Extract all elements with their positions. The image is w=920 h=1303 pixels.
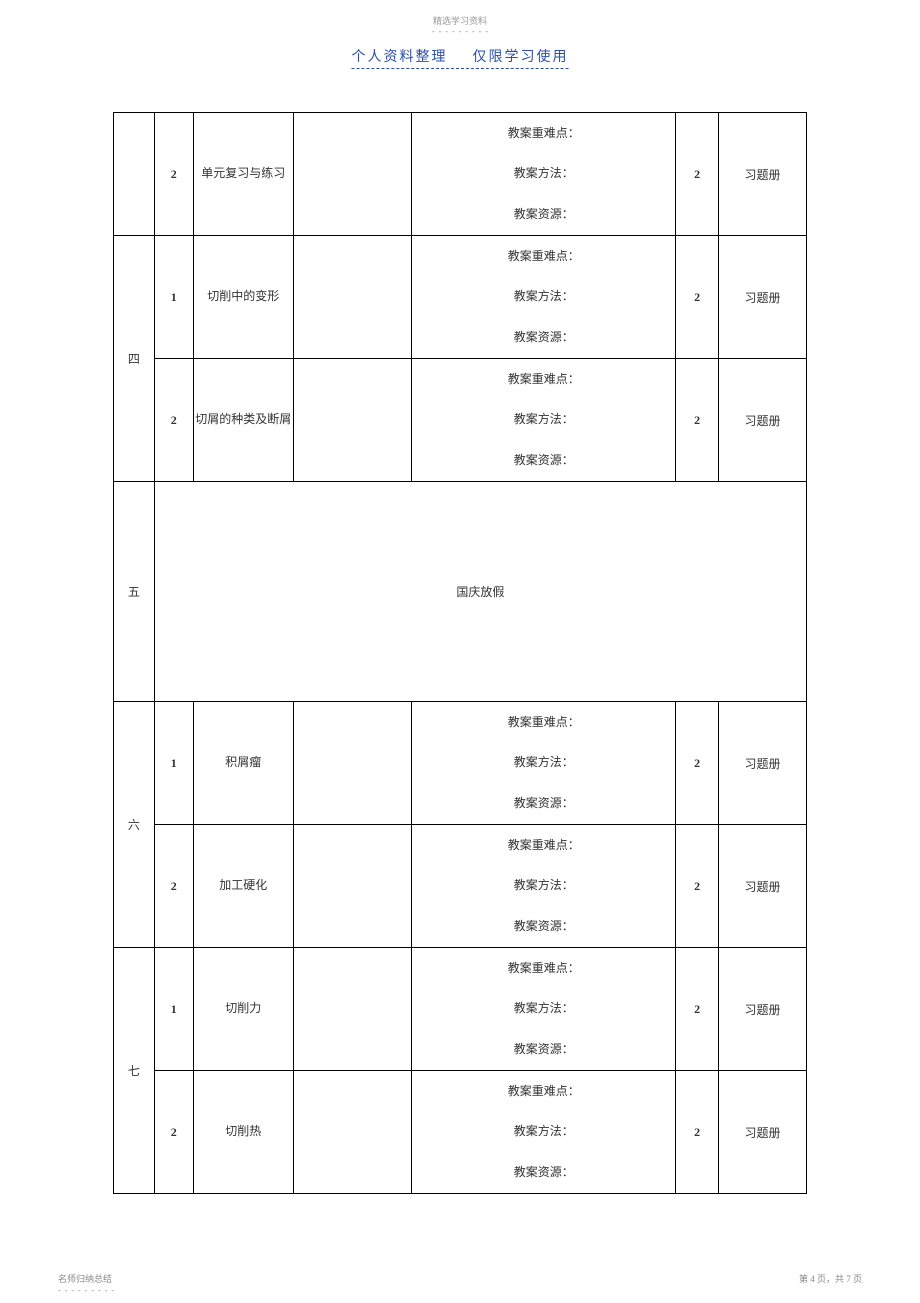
note-line: 教案重难点：: [412, 1071, 675, 1112]
schedule-table: 2单元复习与练习教案重难点：教案方法：教案资源：2习题册四1切削中的变形教案重难…: [113, 112, 807, 1194]
blank-cell: [293, 113, 412, 236]
note-line: 教案资源：: [412, 783, 675, 824]
week-cell: 七: [114, 948, 155, 1194]
index-cell: 2: [154, 113, 193, 236]
notes-cell: 教案重难点：教案方法：教案资源：: [412, 359, 676, 482]
note-line: 教案方法：: [412, 743, 675, 784]
note-line: 教案资源：: [412, 1152, 675, 1193]
book-cell: 习题册: [719, 825, 807, 948]
week-cell: [114, 113, 155, 236]
topic-cell: 切削力: [193, 948, 293, 1071]
footer-left-dashes: - - - - - - - - -: [58, 1286, 115, 1295]
blank-cell: [293, 702, 412, 825]
note-line: 教案方法：: [412, 277, 675, 318]
notes-cell: 教案重难点：教案方法：教案资源：: [412, 948, 676, 1071]
table-row: 2单元复习与练习教案重难点：教案方法：教案资源：2习题册: [114, 113, 807, 236]
book-cell: 习题册: [719, 236, 807, 359]
notes-cell: 教案重难点：教案方法：教案资源：: [412, 113, 676, 236]
topic-cell: 切屑的种类及断屑: [193, 359, 293, 482]
index-cell: 2: [154, 359, 193, 482]
topic-cell: 单元复习与练习: [193, 113, 293, 236]
note-line: 教案方法：: [412, 989, 675, 1030]
blank-cell: [293, 825, 412, 948]
top-note: 精选学习资料: [433, 14, 487, 27]
note-line: 教案方法：: [412, 154, 675, 195]
note-line: 教案重难点：: [412, 359, 675, 400]
note-line: 教案方法：: [412, 1112, 675, 1153]
header-right: 仅限学习使用: [473, 50, 569, 65]
topic-cell: 切削中的变形: [193, 236, 293, 359]
note-line: 教案重难点：: [412, 236, 675, 277]
header-left: 个人资料整理: [352, 50, 448, 65]
note-line: 教案重难点：: [412, 702, 675, 743]
note-line: 教案方法：: [412, 866, 675, 907]
index-cell: 1: [154, 702, 193, 825]
table-row: 2切屑的种类及断屑教案重难点：教案方法：教案资源：2习题册: [114, 359, 807, 482]
note-line: 教案资源：: [412, 440, 675, 481]
holiday-cell: 国庆放假: [154, 482, 806, 702]
footer-right: 第 4 页，共 7 页: [799, 1272, 862, 1285]
table-row: 2切削热教案重难点：教案方法：教案资源：2习题册: [114, 1071, 807, 1194]
index-cell: 1: [154, 236, 193, 359]
num-cell: 2: [676, 702, 719, 825]
notes-cell: 教案重难点：教案方法：教案资源：: [412, 236, 676, 359]
document-header: 个人资料整理 仅限学习使用: [352, 46, 569, 69]
note-line: 教案资源：: [412, 906, 675, 947]
book-cell: 习题册: [719, 948, 807, 1071]
book-cell: 习题册: [719, 1071, 807, 1194]
footer-left: 名师归纳总结: [58, 1272, 112, 1285]
week-cell: 四: [114, 236, 155, 482]
blank-cell: [293, 236, 412, 359]
topic-cell: 加工硬化: [193, 825, 293, 948]
notes-cell: 教案重难点：教案方法：教案资源：: [412, 702, 676, 825]
num-cell: 2: [676, 948, 719, 1071]
table-row: 五国庆放假: [114, 482, 807, 702]
note-line: 教案资源：: [412, 194, 675, 235]
note-line: 教案重难点：: [412, 113, 675, 154]
topic-cell: 积屑瘤: [193, 702, 293, 825]
book-cell: 习题册: [719, 359, 807, 482]
book-cell: 习题册: [719, 113, 807, 236]
table-row: 七1切削力教案重难点：教案方法：教案资源：2习题册: [114, 948, 807, 1071]
topic-cell: 切削热: [193, 1071, 293, 1194]
week-cell: 六: [114, 702, 155, 948]
book-cell: 习题册: [719, 702, 807, 825]
num-cell: 2: [676, 1071, 719, 1194]
note-line: 教案资源：: [412, 317, 675, 358]
blank-cell: [293, 1071, 412, 1194]
table-row: 四1切削中的变形教案重难点：教案方法：教案资源：2习题册: [114, 236, 807, 359]
num-cell: 2: [676, 825, 719, 948]
num-cell: 2: [676, 113, 719, 236]
notes-cell: 教案重难点：教案方法：教案资源：: [412, 825, 676, 948]
num-cell: 2: [676, 236, 719, 359]
num-cell: 2: [676, 359, 719, 482]
index-cell: 2: [154, 1071, 193, 1194]
top-dashes: - - - - - - - - -: [432, 27, 489, 36]
week-cell: 五: [114, 482, 155, 702]
index-cell: 1: [154, 948, 193, 1071]
index-cell: 2: [154, 825, 193, 948]
note-line: 教案资源：: [412, 1029, 675, 1070]
note-line: 教案重难点：: [412, 825, 675, 866]
note-line: 教案方法：: [412, 400, 675, 441]
notes-cell: 教案重难点：教案方法：教案资源：: [412, 1071, 676, 1194]
blank-cell: [293, 948, 412, 1071]
table-row: 2加工硬化教案重难点：教案方法：教案资源：2习题册: [114, 825, 807, 948]
table-row: 六1积屑瘤教案重难点：教案方法：教案资源：2习题册: [114, 702, 807, 825]
blank-cell: [293, 359, 412, 482]
note-line: 教案重难点：: [412, 948, 675, 989]
